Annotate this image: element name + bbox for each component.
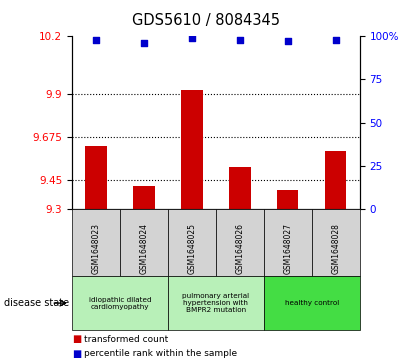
Text: GSM1648026: GSM1648026	[235, 223, 244, 274]
Bar	[325, 151, 346, 209]
Point	[141, 40, 147, 46]
Text: GSM1648027: GSM1648027	[283, 223, 292, 274]
Point	[332, 37, 339, 43]
Text: percentile rank within the sample: percentile rank within the sample	[84, 350, 238, 358]
Text: GSM1648023: GSM1648023	[91, 223, 100, 274]
Bar	[85, 146, 107, 209]
Text: ■: ■	[72, 349, 81, 359]
Point	[92, 37, 99, 43]
Text: healthy control: healthy control	[284, 300, 339, 306]
Text: transformed count: transformed count	[84, 335, 169, 344]
Text: ■: ■	[72, 334, 81, 344]
Point	[189, 35, 195, 41]
Text: idiopathic dilated
cardiomyopathy: idiopathic dilated cardiomyopathy	[88, 297, 151, 310]
Text: pulmonary arterial
hypertension with
BMPR2 mutation: pulmonary arterial hypertension with BMP…	[182, 293, 249, 313]
Text: GSM1648025: GSM1648025	[187, 223, 196, 274]
Bar	[133, 186, 155, 209]
Text: disease state: disease state	[4, 298, 69, 308]
Point	[284, 38, 291, 44]
Text: GSM1648024: GSM1648024	[139, 223, 148, 274]
Bar	[181, 90, 203, 209]
Text: GDS5610 / 8084345: GDS5610 / 8084345	[132, 13, 279, 28]
Text: GSM1648028: GSM1648028	[331, 223, 340, 274]
Bar	[229, 167, 251, 209]
Bar	[277, 189, 298, 209]
Point	[236, 37, 243, 43]
